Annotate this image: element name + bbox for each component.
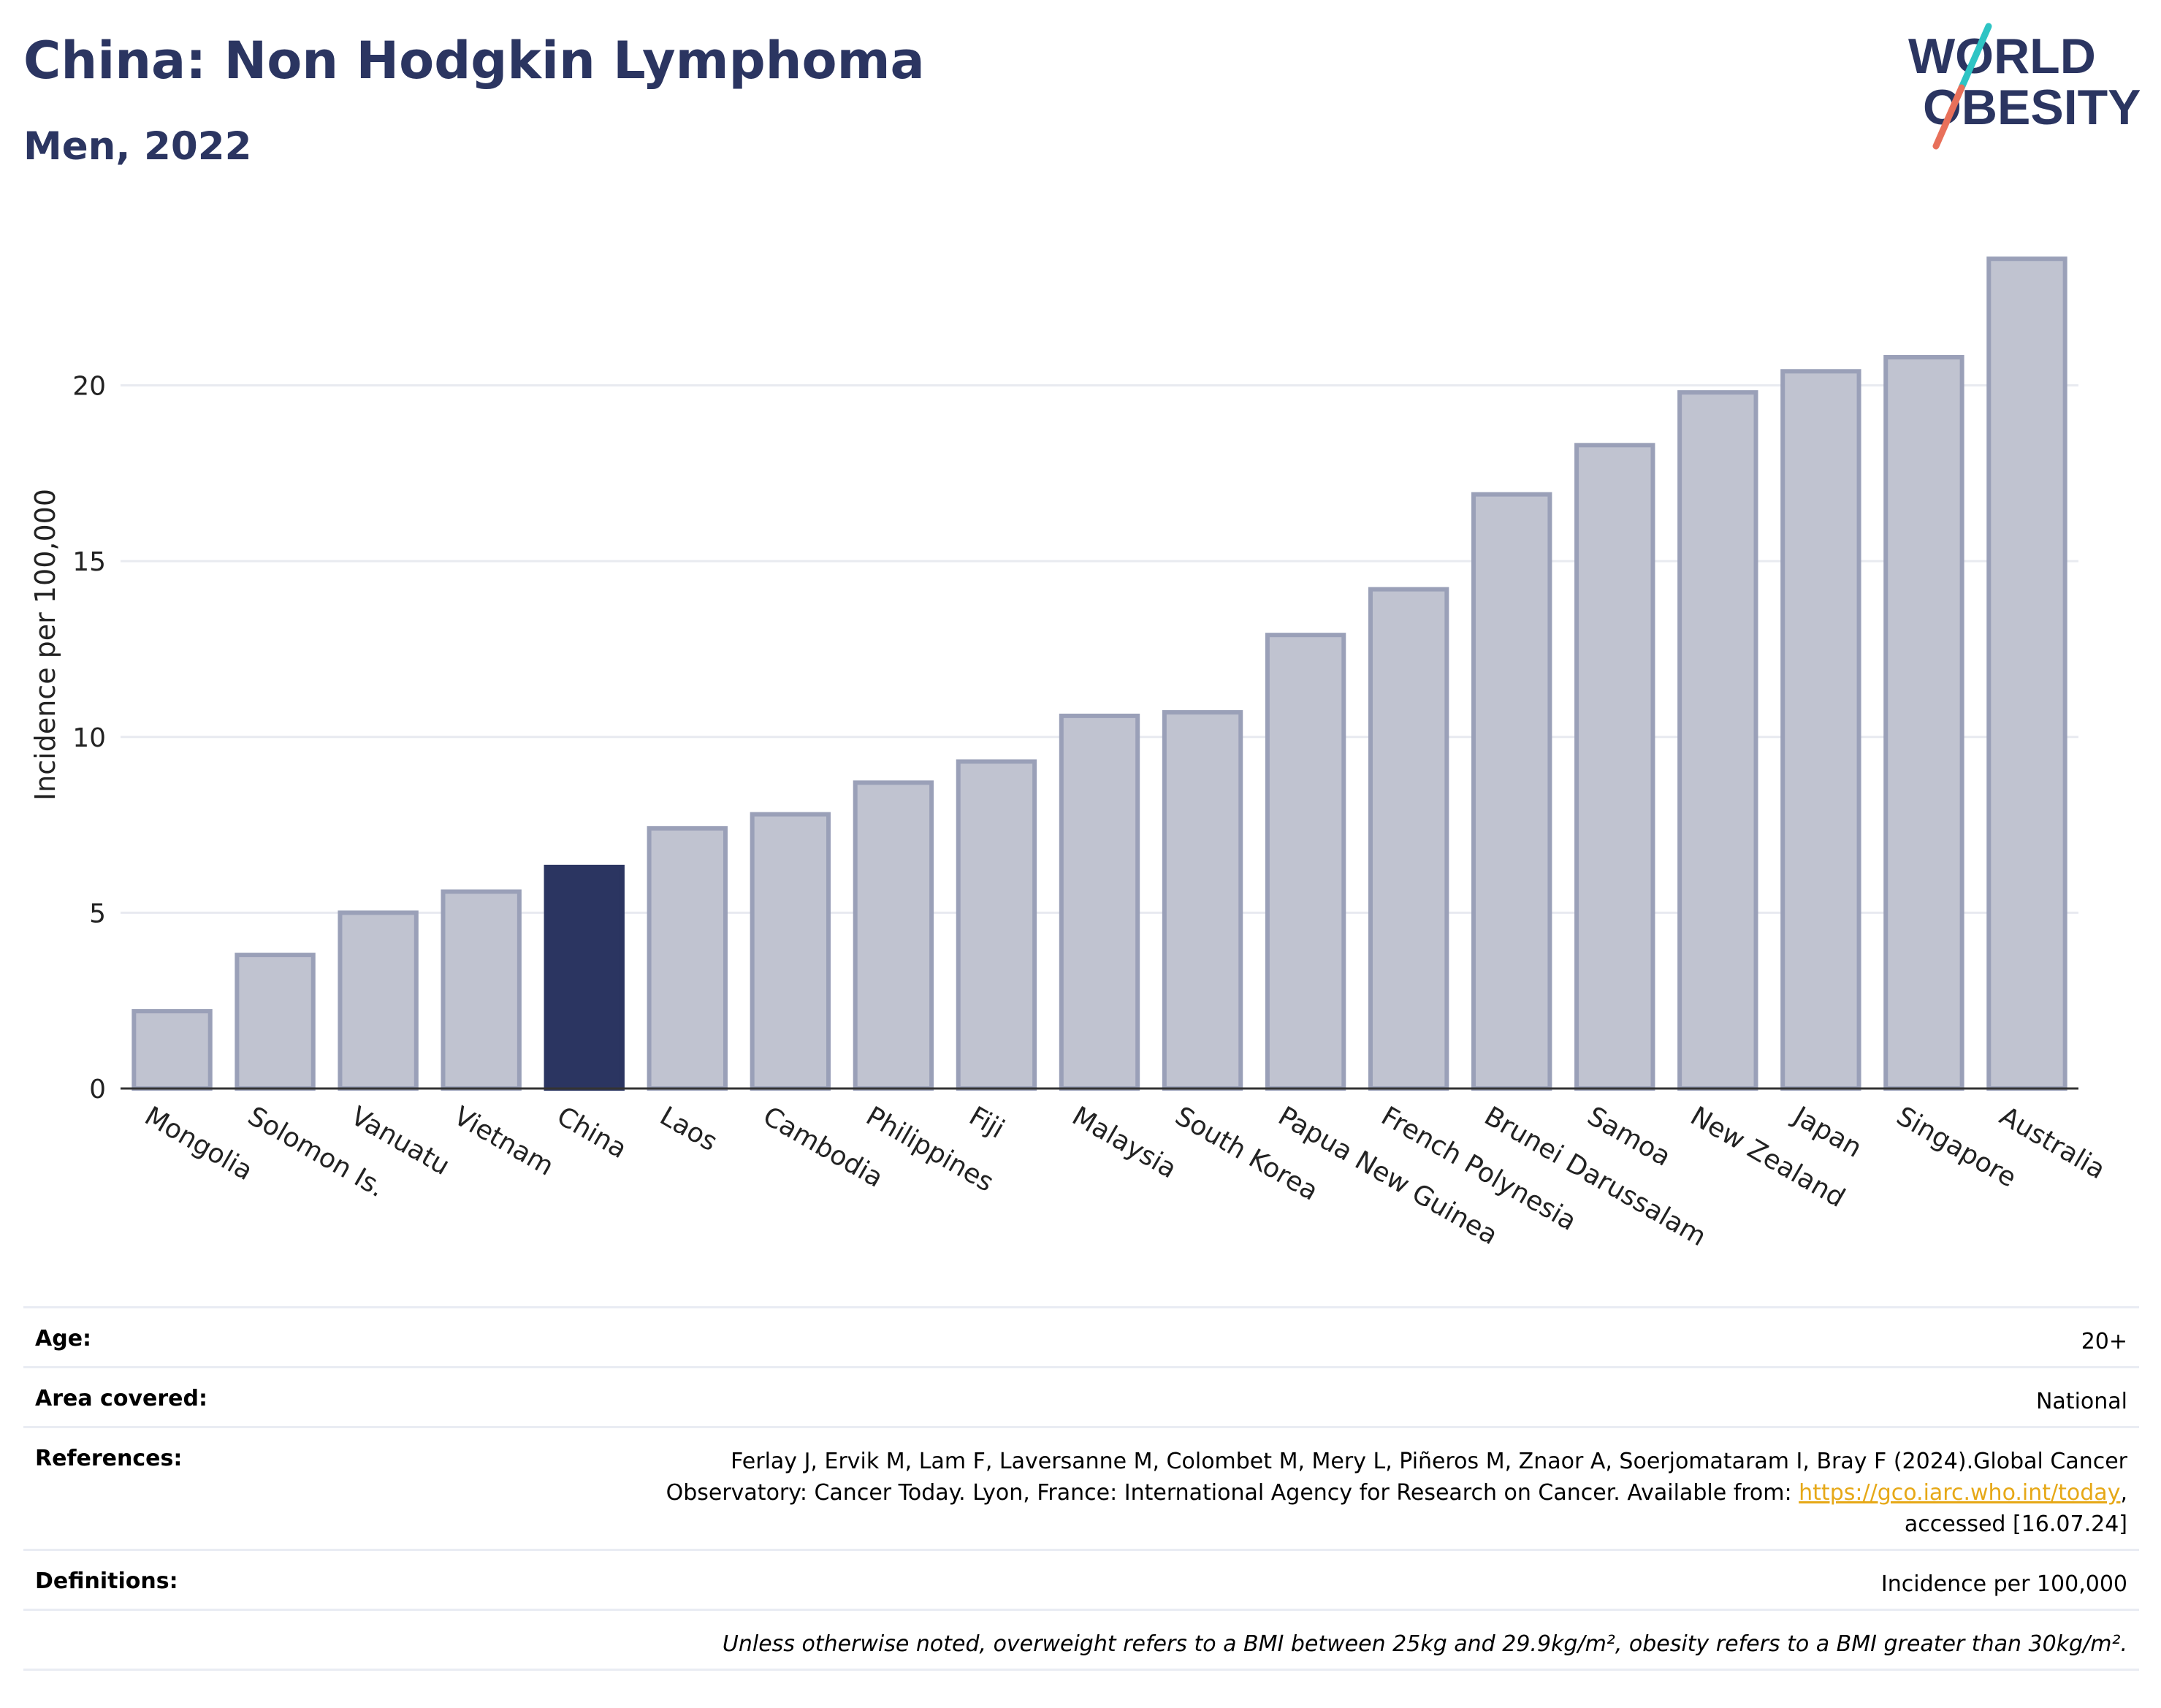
bar-mongolia [132, 1009, 213, 1091]
bmi-note: Unless otherwise noted, overweight refer… [722, 1631, 2127, 1657]
bar-philippines [853, 780, 934, 1091]
y-tick-label: 15 [72, 547, 106, 577]
references-line2-end: , [2120, 1480, 2127, 1506]
bar-brunei-darussalam [1471, 492, 1552, 1091]
references-line1: Ferlay J, Ervik M, Lam F, Laversanne M, … [731, 1449, 2127, 1474]
meta-row-references: References: Ferlay J, Ervik M, Lam F, La… [23, 1426, 2139, 1549]
y-tick-label: 5 [89, 899, 106, 929]
bar-samoa [1574, 443, 1655, 1091]
references-label: References: [35, 1446, 183, 1471]
y-tick-label: 10 [72, 723, 106, 753]
x-tick-label: Malaysia [1067, 1101, 1182, 1184]
y-axis-label: Incidence per 100,000 [29, 489, 61, 801]
bars [132, 256, 2067, 1091]
references-link[interactable]: https://gco.iarc.who.int/today [1799, 1480, 2121, 1506]
x-tick-label: Vietnam [449, 1101, 558, 1182]
bar-solomon-is [235, 953, 316, 1091]
area-value: National [2035, 1389, 2127, 1414]
y-axis-ticks: 0 5 10 15 20 [72, 372, 106, 1105]
bar-singapore [1883, 355, 1964, 1091]
world-obesity-logo: WORLD OBESITY [1908, 23, 2141, 150]
bar-vanuatu [338, 910, 419, 1091]
bar-vietnam [441, 889, 522, 1091]
references-line2: Observatory: Cancer Today. Lyon, France:… [666, 1480, 1799, 1506]
bar-south-korea [1162, 710, 1243, 1091]
meta-row-area: Area covered: National [23, 1366, 2139, 1426]
y-tick-label: 0 [89, 1075, 106, 1105]
area-label: Area covered: [35, 1386, 207, 1411]
logo-slash-top [1958, 23, 1992, 91]
age-value: 20+ [2081, 1329, 2127, 1354]
bar-french-polynesia [1368, 587, 1449, 1091]
references-line3: accessed [16.07.24] [1904, 1511, 2127, 1537]
y-tick-label: 20 [72, 372, 106, 402]
bar-papua-new-guinea [1265, 633, 1346, 1091]
x-tick-label: Laos [655, 1101, 722, 1157]
x-tick-label: China [552, 1101, 632, 1164]
bar-malaysia [1059, 713, 1140, 1091]
bar-new-zealand [1677, 390, 1758, 1091]
x-tick-label: Japan [1787, 1100, 1867, 1164]
age-label: Age: [35, 1326, 92, 1351]
bar-japan [1780, 369, 1861, 1091]
logo-slash-bottom [1932, 84, 1965, 150]
x-tick-label: Mongolia [140, 1101, 258, 1186]
bar-laos [647, 826, 728, 1091]
x-tick-label: Fiji [964, 1101, 1009, 1145]
bar-fiji [956, 759, 1037, 1091]
meta-row-note: Unless otherwise noted, overweight refer… [23, 1609, 2139, 1669]
meta-row-definitions: Definitions: Incidence per 100,000 [23, 1549, 2139, 1609]
meta-row-age: Age: 20+ [23, 1306, 2139, 1366]
bar-cambodia [750, 812, 831, 1091]
meta-bottom-border [23, 1669, 2139, 1671]
logo-text-world: WORLD [1908, 28, 2096, 84]
references-value: Ferlay J, Ervik M, Lam F, Laversanne M, … [666, 1446, 2127, 1549]
bar-china [544, 864, 625, 1091]
chart-subtitle: Men, 2022 [23, 124, 252, 169]
bar-australia [1986, 256, 2067, 1091]
definitions-value: Incidence per 100,000 [1880, 1571, 2127, 1597]
chart-title: China: Non Hodgkin Lymphoma [23, 31, 925, 91]
chart-metadata: Age: 20+ Area covered: National Referenc… [23, 1306, 2139, 1671]
definitions-label: Definitions: [35, 1568, 178, 1594]
